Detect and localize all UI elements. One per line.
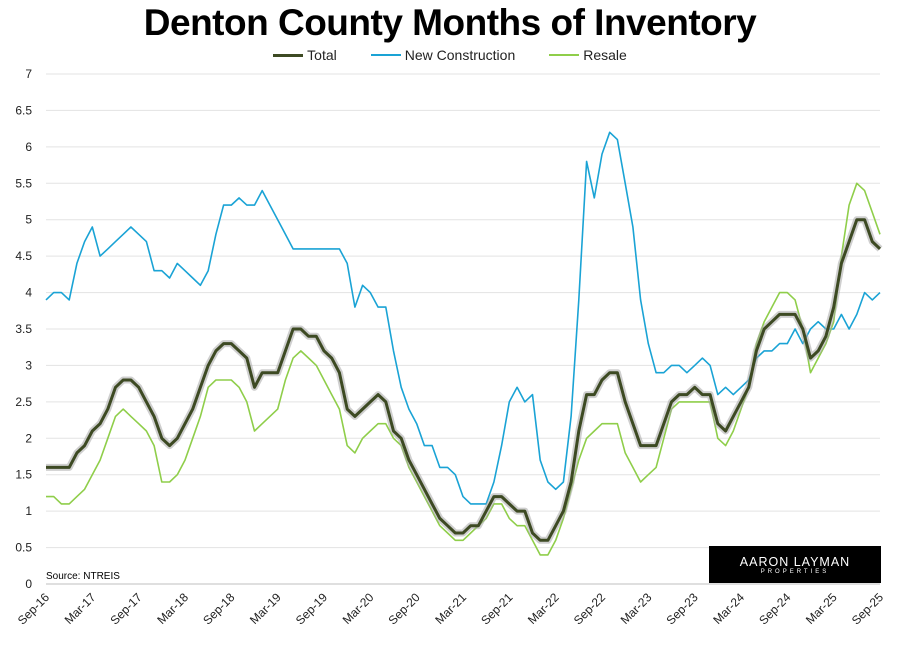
y-tick-label: 3.5 bbox=[15, 322, 32, 336]
series-lines bbox=[45, 131, 883, 556]
y-tick-label: 6.5 bbox=[15, 103, 32, 117]
x-tick-label: Sep-16 bbox=[15, 590, 52, 627]
x-tick-label: Mar-22 bbox=[525, 590, 562, 627]
y-tick-label: 5 bbox=[25, 213, 32, 227]
legend: Total New Construction Resale bbox=[0, 47, 900, 63]
x-tick-label: Sep-22 bbox=[571, 590, 608, 627]
legend-label-new-construction: New Construction bbox=[404, 47, 516, 63]
legend-item-total: Total bbox=[273, 47, 337, 63]
series-line-new-construction bbox=[45, 131, 881, 505]
legend-label-total: Total bbox=[307, 47, 337, 63]
x-tick-label: Sep-17 bbox=[108, 590, 145, 627]
legend-swatch-new-construction bbox=[370, 54, 401, 56]
brand-logo: AARON LAYMAN PROPERTIES bbox=[709, 546, 881, 583]
x-tick-label: Mar-19 bbox=[247, 590, 284, 627]
source-note: Source: NTREIS bbox=[46, 571, 120, 582]
x-tick-label: Sep-24 bbox=[756, 590, 793, 627]
y-tick-label: 5.5 bbox=[15, 176, 32, 190]
gridlines bbox=[46, 73, 880, 585]
x-tick-label: Mar-25 bbox=[803, 590, 840, 627]
x-tick-label: Sep-18 bbox=[200, 590, 237, 627]
x-tick-label: Mar-18 bbox=[154, 590, 191, 627]
x-tick-label: Sep-23 bbox=[664, 590, 701, 627]
x-tick-label: Sep-19 bbox=[293, 590, 330, 627]
y-tick-label: 6 bbox=[25, 140, 32, 154]
y-tick-label: 2.5 bbox=[15, 395, 32, 409]
y-tick-label: 0 bbox=[25, 577, 32, 591]
x-tick-label: Mar-17 bbox=[62, 590, 99, 627]
legend-swatch-total bbox=[273, 53, 304, 57]
y-tick-label: 1 bbox=[25, 504, 32, 518]
legend-label-resale: Resale bbox=[583, 47, 627, 63]
x-tick-label: Sep-21 bbox=[478, 590, 515, 627]
y-axis-ticks: 0 0.5 1 1.5 2 2.5 3 3.5 4 4.5 5 5.5 6 6.5 7 bbox=[15, 67, 32, 591]
y-tick-label: 7 bbox=[25, 67, 32, 81]
y-tick-label: 2 bbox=[25, 431, 32, 445]
y-tick-label: 4.5 bbox=[15, 249, 32, 263]
legend-swatch-resale bbox=[549, 54, 580, 56]
x-tick-label: Sep-20 bbox=[386, 590, 423, 627]
x-axis-ticks: Sep-16 Mar-17 Sep-17 Mar-18 Sep-18 Mar-19 Sep-… bbox=[15, 590, 886, 627]
series-line-total bbox=[46, 218, 882, 542]
chart-title: Denton County Months of Inventory bbox=[143, 2, 757, 43]
logo-name: AARON LAYMAN bbox=[739, 555, 851, 569]
x-tick-label: Mar-20 bbox=[340, 590, 377, 627]
x-tick-label: Mar-24 bbox=[710, 590, 747, 627]
series-line-total-glow bbox=[46, 216, 883, 544]
x-tick-label: Sep-25 bbox=[849, 590, 886, 627]
legend-item-resale: Resale bbox=[549, 47, 627, 63]
x-tick-label: Mar-21 bbox=[432, 590, 469, 627]
y-tick-label: 0.5 bbox=[15, 541, 32, 555]
y-tick-label: 4 bbox=[25, 286, 32, 300]
y-tick-label: 3 bbox=[25, 358, 32, 372]
legend-item-new-construction: New Construction bbox=[370, 47, 516, 63]
x-tick-label: Mar-23 bbox=[618, 590, 655, 627]
logo-sub: PROPERTIES bbox=[760, 569, 830, 575]
y-tick-label: 1.5 bbox=[15, 468, 32, 482]
